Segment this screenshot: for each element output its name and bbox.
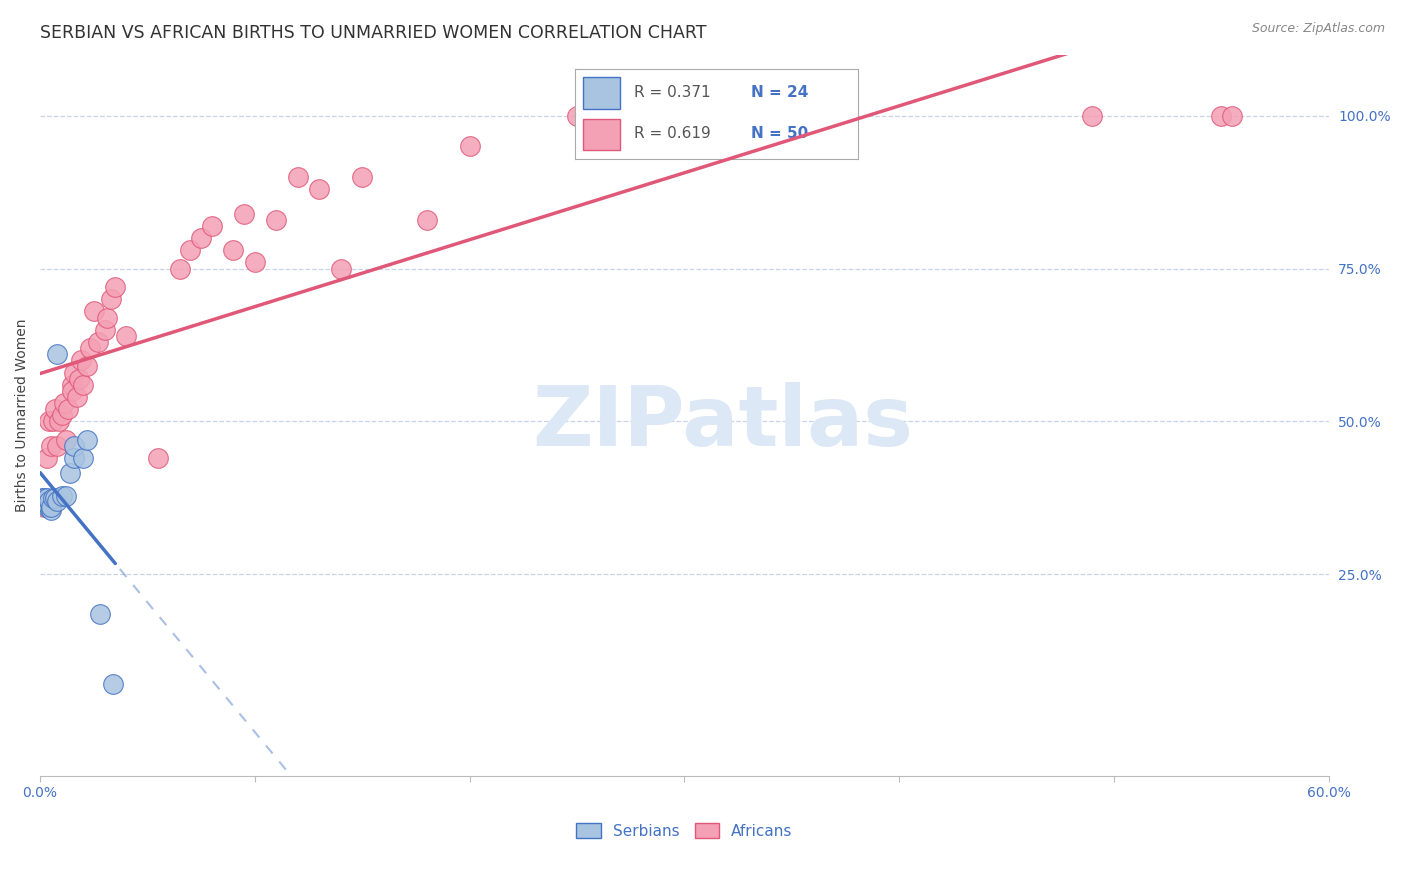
Point xyxy=(63,366,86,380)
Y-axis label: Births to Unmarried Women: Births to Unmarried Women xyxy=(15,318,30,512)
Point xyxy=(31,494,53,508)
Point xyxy=(44,491,66,505)
Point xyxy=(42,414,65,428)
Point xyxy=(169,261,191,276)
Point xyxy=(46,494,69,508)
Point xyxy=(65,390,87,404)
Point xyxy=(35,491,58,505)
Point xyxy=(1211,109,1233,123)
Point xyxy=(60,384,83,398)
Point xyxy=(89,607,111,621)
Point xyxy=(39,503,62,517)
Point xyxy=(52,396,75,410)
Point xyxy=(63,451,86,466)
Point xyxy=(1220,109,1243,123)
Point xyxy=(39,439,62,453)
Point xyxy=(67,371,90,385)
Point xyxy=(93,323,115,337)
Point xyxy=(673,115,696,129)
Point xyxy=(51,489,73,503)
Point xyxy=(329,261,352,276)
Point xyxy=(87,334,110,349)
Point xyxy=(42,491,65,505)
Point xyxy=(39,500,62,514)
Point xyxy=(352,169,374,184)
Point xyxy=(458,139,481,153)
Point xyxy=(44,402,66,417)
Point xyxy=(287,169,309,184)
Point xyxy=(59,467,82,481)
Point xyxy=(72,451,94,466)
Point xyxy=(35,451,58,466)
Point xyxy=(38,500,60,514)
Point xyxy=(38,494,60,508)
Point xyxy=(565,109,588,123)
Point xyxy=(70,353,93,368)
Text: SERBIAN VS AFRICAN BIRTHS TO UNMARRIED WOMEN CORRELATION CHART: SERBIAN VS AFRICAN BIRTHS TO UNMARRIED W… xyxy=(41,24,707,42)
Point xyxy=(101,677,124,691)
Point xyxy=(1081,109,1104,123)
Point xyxy=(104,280,127,294)
Point xyxy=(63,439,86,453)
Point xyxy=(51,409,73,423)
Point xyxy=(48,414,70,428)
Point xyxy=(56,402,79,417)
Point xyxy=(266,212,288,227)
Legend: Serbians, Africans: Serbians, Africans xyxy=(569,816,799,845)
Point xyxy=(34,500,56,514)
Point xyxy=(34,491,56,505)
Point xyxy=(233,206,256,220)
Text: ZIPatlas: ZIPatlas xyxy=(533,382,914,463)
Point xyxy=(415,212,437,227)
Point xyxy=(31,491,53,505)
Point xyxy=(222,244,245,258)
Text: Source: ZipAtlas.com: Source: ZipAtlas.com xyxy=(1251,22,1385,36)
Point xyxy=(76,433,98,447)
Point xyxy=(96,310,118,325)
Point xyxy=(38,414,60,428)
Point xyxy=(46,439,69,453)
Point xyxy=(243,255,266,269)
Point xyxy=(55,489,77,503)
Point xyxy=(60,377,83,392)
Point xyxy=(35,500,58,514)
Point xyxy=(83,304,105,318)
Point xyxy=(780,109,803,123)
Point xyxy=(35,497,58,511)
Point xyxy=(100,292,122,306)
Point xyxy=(46,347,69,361)
Point xyxy=(190,231,212,245)
Point xyxy=(38,500,60,514)
Point xyxy=(179,244,201,258)
Point xyxy=(34,497,56,511)
Point xyxy=(72,377,94,392)
Point xyxy=(148,451,170,466)
Point xyxy=(201,219,224,233)
Point xyxy=(55,433,77,447)
Point xyxy=(76,359,98,374)
Point xyxy=(79,341,101,355)
Point xyxy=(308,182,330,196)
Point xyxy=(115,329,138,343)
